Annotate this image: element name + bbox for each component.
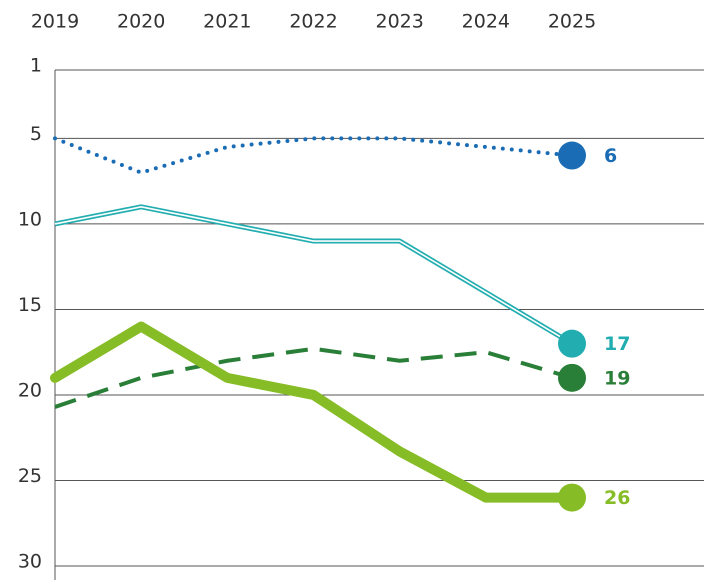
- x-tick-label: 2022: [289, 11, 337, 33]
- y-tick-label: 10: [18, 208, 42, 230]
- x-tick-label: 2019: [31, 11, 79, 33]
- end-value-label: 19: [604, 367, 630, 389]
- series-line: [53, 136, 574, 175]
- y-tick-label: 20: [18, 379, 42, 401]
- series-line-inner: [54, 206, 573, 345]
- end-marker: [558, 363, 586, 392]
- x-tick-label: 2023: [375, 11, 423, 33]
- y-tick-label: 25: [18, 465, 42, 487]
- end-value-label: 26: [604, 487, 630, 509]
- end-marker: [558, 483, 586, 512]
- x-tick-label: 2021: [203, 11, 251, 33]
- end-marker: [558, 141, 586, 170]
- x-tick-label: 2024: [462, 11, 510, 33]
- x-tick-label: 2020: [117, 11, 165, 33]
- y-tick-label: 5: [30, 123, 42, 145]
- y-tick-label: 15: [18, 294, 42, 316]
- end-marker: [558, 329, 586, 358]
- y-tick-label: 30: [18, 551, 42, 573]
- x-tick-label: 2025: [548, 11, 596, 33]
- series-line: [50, 321, 577, 503]
- end-value-label: 6: [604, 145, 617, 167]
- end-value-label: 17: [604, 333, 630, 355]
- series-line: [54, 204, 574, 346]
- y-tick-label: 1: [30, 55, 42, 77]
